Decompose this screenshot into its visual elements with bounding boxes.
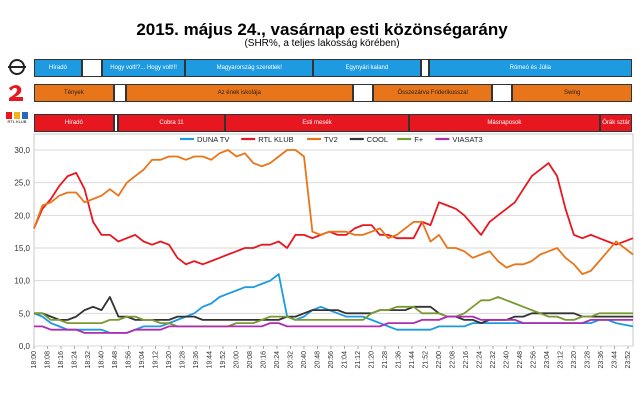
x-tick-label: 18:00: [31, 351, 38, 369]
program-block: Összezárva Friderikusszal: [372, 84, 493, 102]
program-block: Híradó: [34, 59, 82, 77]
legend-label: F+: [414, 135, 424, 144]
program-block: Swing: [512, 84, 632, 102]
x-tick-label: 21:20: [368, 351, 375, 369]
x-tick-label: 22:48: [517, 351, 524, 369]
x-tick-label: 18:32: [85, 351, 92, 369]
x-tick-label: 19:52: [220, 351, 227, 369]
y-tick-label: 5,0: [19, 309, 31, 318]
program-block: Cobra 11: [117, 114, 226, 132]
tv2-logo-icon: [9, 85, 23, 101]
x-tick-label: 23:04: [544, 351, 551, 369]
x-tick-label: 18:16: [58, 351, 65, 369]
program-block: Az ének iskolája: [125, 84, 353, 102]
x-tick-label: 23:44: [611, 351, 618, 369]
x-tick-label: 23:28: [584, 351, 591, 369]
x-tick-label: 19:44: [206, 351, 213, 369]
x-tick-label: 22:56: [530, 351, 537, 369]
series-line-cool: [34, 296, 633, 324]
chart-title: 2015. május 24., vasárnap esti közönséga…: [136, 20, 508, 39]
x-tick-label: 21:12: [355, 351, 362, 369]
x-tick-label: 23:20: [571, 351, 578, 369]
x-tick-label: 18:56: [125, 351, 132, 369]
x-tick-label: 18:08: [44, 351, 51, 369]
legend-label: DUNA TV: [197, 135, 229, 144]
x-tick-label: 18:48: [112, 351, 119, 369]
series-line-viasat3: [34, 315, 633, 334]
x-tick-label: 21:28: [382, 351, 389, 369]
x-tick-label: 20:16: [260, 351, 267, 369]
x-tick-label: 23:36: [598, 351, 605, 369]
x-tick-label: 18:40: [98, 351, 105, 369]
x-tick-label: 23:52: [625, 351, 632, 369]
x-tick-label: 22:00: [436, 351, 443, 369]
x-tick-label: 20:08: [247, 351, 254, 369]
x-tick-label: 21:36: [395, 351, 402, 369]
program-block: [352, 84, 373, 102]
program-block: Tények: [34, 84, 114, 102]
x-tick-label: 22:40: [503, 351, 510, 369]
series-line-rtl-klub: [33, 162, 634, 266]
x-tick-label: 20:24: [274, 351, 281, 369]
x-tick-label: 21:04: [341, 351, 348, 369]
x-tick-label: 23:12: [557, 351, 564, 369]
schedule-band-duna-tv: Híradó Hogy volt!?... Hogy volt!!! Magyaro…: [34, 59, 632, 77]
y-tick-label: 30,0: [14, 146, 30, 155]
y-tick-label: 15,0: [14, 244, 30, 253]
legend-label: COOL: [367, 135, 388, 144]
program-block: Hogy volt!?... Hogy volt!!!: [101, 59, 186, 77]
chart-subtitle: (SHR%, a teljes lakosság körében): [244, 38, 400, 49]
legend-label: VIASAT3: [452, 135, 482, 144]
program-block: [81, 59, 102, 77]
series-line-tv2: [33, 149, 634, 275]
program-block: Híradó: [34, 114, 114, 132]
x-tick-label: 20:40: [301, 351, 308, 369]
x-tick-label: 19:12: [152, 351, 159, 369]
rtl-klub-logo-icon: [6, 112, 28, 119]
program-block: Másnaposok: [408, 114, 601, 132]
y-tick-label: 25,0: [14, 179, 30, 188]
program-block: [113, 84, 126, 102]
y-tick-label: 0,0: [19, 342, 31, 351]
series-line-f-: [34, 296, 633, 328]
x-tick-label: 20:32: [287, 351, 294, 369]
x-tick-label: 21:44: [409, 351, 416, 369]
x-tick-label: 22:16: [463, 351, 470, 369]
x-tick-label: 20:00: [233, 351, 240, 369]
program-block: Magyarország szeretlek!: [185, 59, 314, 77]
x-tick-label: 18:24: [71, 351, 78, 369]
schedule-band-tv2: Tények Az ének iskolája Összezárva Frideri…: [34, 84, 632, 102]
x-tick-label: 21:52: [422, 351, 429, 369]
series-line-duna-tv: [33, 273, 634, 334]
x-tick-label: 20:56: [328, 351, 335, 369]
schedule-band-rtl-klub: Híradó Cobra 11 Esti mesék Másnaposok Órák s…: [34, 114, 632, 132]
program-block: Esti mesék: [225, 114, 409, 132]
x-tick-label: 22:08: [449, 351, 456, 369]
legend-label: TV2: [324, 135, 338, 144]
x-tick-label: 19:20: [166, 351, 173, 369]
duna-logo-icon: [8, 59, 26, 75]
x-tick-label: 20:48: [314, 351, 321, 369]
x-tick-label: 19:36: [193, 351, 200, 369]
x-tick-label: 19:04: [139, 351, 146, 369]
program-block: Rómeó és Júlia: [428, 59, 632, 77]
y-tick-label: 20,0: [14, 211, 30, 220]
x-tick-label: 19:28: [179, 351, 186, 369]
rtl-klub-logo-text: RTL KLUB: [7, 119, 27, 124]
program-block: [492, 84, 513, 102]
legend-label: RTL KLUB: [258, 135, 293, 144]
program-block: Egynyári kaland: [313, 59, 421, 77]
y-tick-label: 10,0: [14, 277, 30, 286]
program-block: [113, 114, 118, 132]
program-block: Órák sztár: [600, 114, 632, 132]
x-tick-label: 22:32: [490, 351, 497, 369]
program-block: [420, 59, 429, 77]
x-tick-label: 22:24: [476, 351, 483, 369]
